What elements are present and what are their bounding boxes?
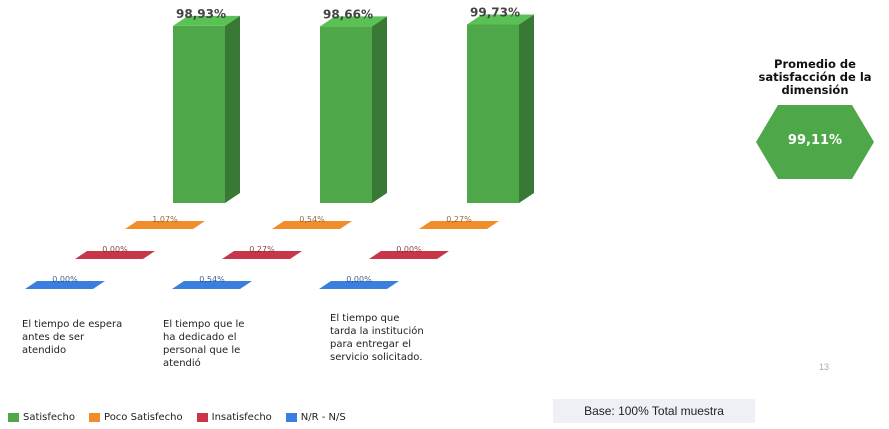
- series-value-label: 0,27%: [446, 215, 472, 224]
- legend-label: Insatisfecho: [211, 412, 272, 423]
- series-value-label: 0,54%: [299, 215, 325, 224]
- series-value-label: 0,00%: [396, 245, 422, 254]
- category-label-line: servicio solicitado.: [330, 352, 423, 363]
- legend-swatch: [285, 413, 297, 422]
- category-label-line: antes de ser: [22, 332, 85, 343]
- summary-title: Promedio de satisfacción de la dimensión: [748, 58, 882, 97]
- category-label-line: atendido: [22, 345, 67, 356]
- chart-legend: Satisfecho Poco Satisfecho Insatisfecho N/R…: [8, 412, 346, 423]
- series-value-label: 1,07%: [152, 215, 178, 224]
- category-label-line: personal que le: [163, 345, 241, 356]
- series-marker-2: [222, 251, 302, 259]
- category-label-line: atendió: [163, 358, 201, 369]
- category-label-line: ha dedicado el: [163, 332, 237, 343]
- satisfecho-value-label: 98,66%: [323, 7, 373, 21]
- category-label-line: tarda la institución: [330, 326, 424, 337]
- summary-title-line: satisfacción de la: [758, 70, 872, 84]
- category-label: El tiempo que le ha dedicado el personal q…: [163, 318, 244, 370]
- base-note: Base: 100% Total muestra: [553, 399, 755, 423]
- satisfecho-bar: [320, 16, 387, 203]
- series-marker-3: [319, 281, 399, 289]
- series-marker-3: [25, 281, 105, 289]
- series-value-label: 0,00%: [346, 275, 372, 284]
- legend-swatch: [89, 413, 101, 422]
- bar-chart: 98,93% 98,66% 99,73% 1,07% 0,54% 0,27% 0,00% 0,…: [25, 5, 534, 289]
- series-marker-1: [272, 221, 352, 229]
- category-label: El tiempo que tarda la institución para en…: [330, 312, 424, 364]
- summary-title-line: Promedio de: [774, 57, 856, 71]
- satisfecho-value-label: 98,93%: [176, 7, 226, 21]
- legend-entry: Poco Satisfecho: [89, 412, 183, 423]
- legend-label: N/R - N/S: [300, 412, 346, 423]
- satisfecho-value-label: 99,73%: [470, 5, 520, 19]
- category-label-line: El tiempo que: [330, 313, 400, 324]
- legend-entry: Satisfecho: [8, 412, 75, 423]
- satisfecho-bar: [173, 15, 240, 204]
- series-value-label: 0,00%: [52, 275, 78, 284]
- legend-swatch: [196, 413, 208, 422]
- category-label-line: El tiempo de espera: [22, 319, 123, 330]
- legend-entry: Insatisfecho: [196, 412, 272, 423]
- series-value-label: 0,00%: [102, 245, 128, 254]
- series-marker-1: [125, 221, 205, 229]
- page-number: 13: [819, 362, 830, 372]
- series-marker-1: [419, 221, 499, 229]
- category-label: El tiempo de espera antes de ser atendido: [22, 318, 122, 357]
- summary-title-line: dimensión: [781, 83, 849, 97]
- category-label-line: para entregar el: [330, 339, 412, 350]
- dimension-summary: Promedio de satisfacción de la dimensión…: [748, 58, 882, 183]
- summary-hexagon: 99,11%: [754, 103, 876, 183]
- series-value-label: 0,54%: [199, 275, 225, 284]
- legend-label: Satisfecho: [23, 412, 76, 423]
- series-marker-2: [369, 251, 449, 259]
- legend-swatch: [8, 413, 19, 422]
- legend-label: Poco Satisfecho: [104, 412, 183, 423]
- series-marker-3: [172, 281, 252, 289]
- summary-value: 99,11%: [787, 133, 843, 148]
- series-marker-2: [75, 251, 155, 259]
- series-value-label: 0,27%: [249, 245, 275, 254]
- category-label-line: El tiempo que le: [163, 319, 245, 330]
- satisfecho-bar: [467, 14, 534, 203]
- legend-entry: N/R - N/S: [285, 412, 346, 423]
